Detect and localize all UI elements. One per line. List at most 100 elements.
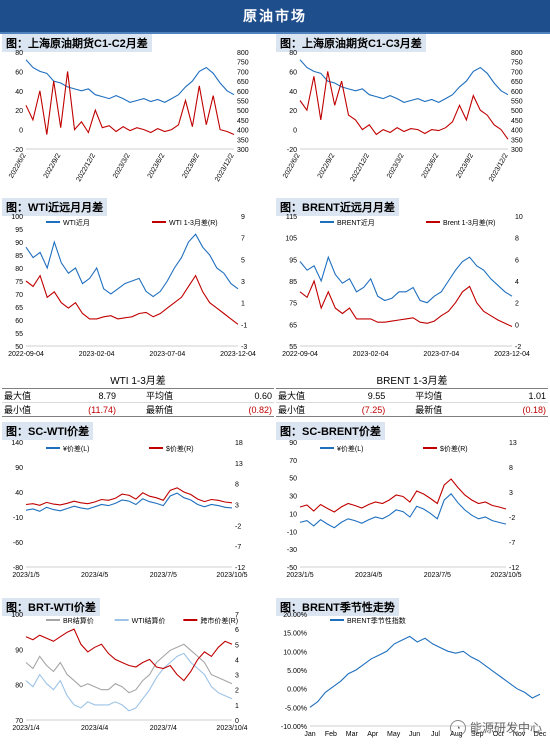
y-tick-label: 5.00%: [287, 668, 307, 675]
y2-tick-label: 13: [235, 461, 243, 468]
y-tick-label: 20: [289, 108, 297, 115]
y-tick-label: 0: [19, 128, 23, 135]
x-tick-label: Sep: [471, 731, 484, 738]
y-tick-label: 90: [15, 647, 23, 654]
y2-tick-label: 300: [237, 147, 249, 154]
stats-value: (11.74): [59, 402, 118, 417]
y-tick-label: 55: [289, 344, 297, 351]
y-tick-label: 40: [289, 89, 297, 96]
y2-tick-label: 3: [235, 503, 239, 510]
wechat-icon: ◔: [449, 719, 466, 736]
legend-label: BRENT近月: [337, 218, 375, 227]
y-tick-label: 15.00%: [283, 631, 307, 638]
series-line: [25, 71, 235, 136]
legend-label: WTI 1-3月差(R): [169, 218, 218, 227]
y-tick-label: 90: [289, 440, 297, 447]
chart-panel-5: 图：SC-BRENT价差 90 70 50 30 10 -10 -30 -50 13 8 3 -2 -7 -…: [276, 422, 548, 596]
y2-tick-label: -2: [509, 515, 515, 522]
y2-tick-label: -2: [235, 523, 241, 530]
y-tick-label: -20: [13, 147, 23, 154]
x-tick-label: 2023-07-04: [149, 351, 185, 358]
y-tick-label: 50: [15, 344, 23, 351]
series-line: [25, 59, 235, 104]
y-tick-label: 140: [11, 440, 23, 447]
y-tick-label: 85: [289, 279, 297, 286]
legend-label: $价差(R): [166, 444, 194, 453]
chart-panel-6: 图：BRT-WTI价差 100 90 80 70 7 6 5 4 3 2 1 0 2023/1/4 2023…: [2, 598, 274, 746]
banner-title: 原油市场: [243, 8, 307, 24]
x-tick-label: 2023-02-04: [79, 351, 115, 358]
y2-tick-label: 350: [237, 137, 249, 144]
y2-tick-label: 550: [511, 99, 523, 106]
chart-svg: 80 60 40 20 0 -20 800 750 700 650 600 550 500 450 400 3…: [282, 50, 523, 183]
y-tick-label: -30: [287, 547, 297, 554]
y2-tick-label: 5: [235, 642, 239, 649]
y2-tick-label: 6: [235, 627, 239, 634]
x-tick-label: 2022/9/2: [317, 152, 337, 179]
chart-svg: 80 60 40 20 0 -20 800 750 700 650 600 550 500 450 400 3…: [8, 50, 249, 183]
y2-tick-label: -7: [235, 544, 241, 551]
chart-title: 图：上海原油期货C1-C2月差: [2, 34, 152, 52]
x-tick-label: May: [387, 731, 401, 738]
x-tick-label: 2023/7/5: [150, 572, 177, 579]
watermark-text: 能源研发中心: [469, 721, 542, 735]
y2-tick-label: 650: [237, 79, 249, 86]
stats-label: 最新值: [118, 402, 224, 417]
chart-panel-7: 图：BRENT季节性走势 20.00% 15.00% 10.00% 5.00% 0.00%…: [276, 598, 548, 746]
y2-tick-label: -7: [509, 540, 515, 547]
y2-tick-label: 500: [237, 108, 249, 115]
y-tick-label: -5.00%: [285, 705, 307, 712]
x-tick-label: 2023/9/2: [181, 152, 201, 179]
y-tick-label: 115: [286, 214, 297, 221]
y2-tick-label: 600: [511, 89, 523, 96]
y2-tick-label: 10: [515, 214, 523, 221]
x-tick-label: 2023/1/5: [12, 572, 39, 579]
series-line: [299, 478, 507, 513]
x-tick-label: 2023/4/5: [355, 572, 382, 579]
stats-label: 最大值: [276, 388, 335, 403]
y2-tick-label: 2: [235, 688, 239, 695]
x-tick-label: 2023-02-04: [353, 351, 389, 358]
series-line: [299, 59, 509, 104]
y2-tick-label: -12: [235, 565, 245, 572]
x-tick-label: 2022/12/2: [349, 152, 371, 183]
x-tick-label: 2022-09-04: [8, 351, 44, 358]
x-tick-label: 2023/6/2: [147, 152, 167, 179]
series-line: [25, 274, 239, 325]
y2-tick-label: 18: [235, 440, 243, 447]
x-tick-label: Mar: [346, 731, 359, 738]
series-line: [299, 71, 509, 140]
y-tick-label: -60: [13, 540, 23, 547]
y2-tick-label: 9: [241, 214, 245, 221]
y-tick-label: 95: [15, 227, 23, 234]
y-tick-label: 80: [15, 50, 23, 57]
y-tick-label: 40: [15, 89, 23, 96]
series-line: [25, 492, 233, 512]
y2-tick-label: 8: [235, 482, 239, 489]
series-line: [299, 279, 513, 328]
stats-value: (0.82): [223, 402, 274, 417]
chart-svg: 90 70 50 30 10 -10 -30 -50 13 8 3 -2 -7 -12 2023/1/5 20…: [286, 440, 521, 579]
legend-label: $价差(R): [440, 444, 468, 453]
stats-table-wti: WTI 1-3月差 最大值 8.79 平均值 0.60 最小值 (11.74) 最新值 (0…: [2, 372, 274, 417]
x-tick-label: Feb: [325, 731, 337, 738]
y2-tick-label: 800: [237, 50, 249, 57]
stats-label: 最大值: [2, 388, 60, 403]
x-tick-label: 2023/12/2: [214, 152, 236, 183]
x-tick-label: 2023/10/5: [216, 572, 247, 579]
y2-tick-label: 750: [511, 60, 523, 67]
y2-tick-label: 13: [509, 440, 517, 447]
y2-tick-label: 2: [515, 301, 519, 308]
y2-tick-label: 700: [511, 69, 523, 76]
y2-tick-label: 450: [237, 118, 249, 125]
y-tick-label: 20.00%: [283, 612, 307, 619]
x-tick-label: Jul: [431, 731, 440, 738]
y-tick-label: 105: [285, 236, 297, 243]
y2-tick-label: 6: [515, 257, 519, 264]
y-tick-label: 50: [289, 476, 297, 483]
y2-tick-label: 1: [235, 703, 239, 710]
legend-label: WTI结算价: [132, 616, 166, 625]
y-tick-label: 65: [15, 305, 23, 312]
stats-label: 平均值: [387, 388, 496, 403]
y2-tick-label: 600: [237, 89, 249, 96]
